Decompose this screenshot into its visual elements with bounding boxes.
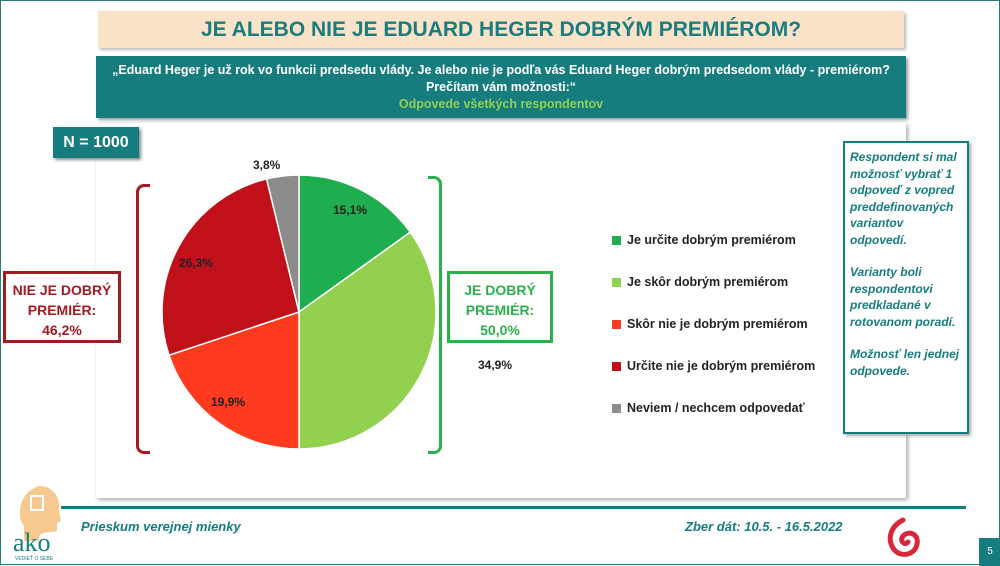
pie-slice <box>298 174 412 314</box>
pie-slice <box>161 177 300 357</box>
pie-slice <box>168 310 300 450</box>
question-box: „Eduard Heger je už rok vo funkcii preds… <box>96 56 906 118</box>
legend-swatch <box>612 277 621 287</box>
note-paragraph: Možnosť len jednej odpovede. <box>850 347 960 378</box>
note-paragraph: Varianty boli respondentovi predkladané … <box>850 265 956 329</box>
question-subtitle: Odpovede všetkých respondentov <box>398 97 604 111</box>
methodology-note: Respondent si mal možnosť vybrať 1 odpov… <box>843 141 969 434</box>
svg-text:ako: ako <box>13 528 51 557</box>
pie-slice-label: 19,9% <box>211 395 246 409</box>
svg-text:VEDIEŤ O SEBE: VEDIEŤ O SEBE <box>15 554 54 561</box>
legend-item: Je skôr dobrým premiérom <box>612 261 815 303</box>
chart-legend: Je určite dobrým premiérom Je skôr dobrým… <box>612 219 815 429</box>
negative-summary-line2: PREMIÉR: <box>27 302 97 318</box>
legend-swatch <box>612 361 621 371</box>
legend-item: Určite nie je dobrým premiérom <box>612 345 815 387</box>
positive-bracket <box>428 176 442 454</box>
question-line2: Prečítam vám možnosti:“ <box>425 80 577 94</box>
positive-summary-value: 50,0% <box>480 322 520 338</box>
legend-item: Neviem / nechcem odpovedať <box>612 387 815 429</box>
sample-size-badge: N = 1000 <box>53 127 139 158</box>
legend-swatch <box>612 235 621 245</box>
positive-summary-line2: PREMIÉR: <box>465 302 535 318</box>
negative-bracket <box>136 184 150 454</box>
page-title: JE ALEBO NIE JE EDUARD HEGER DOBRÝM PREM… <box>98 11 904 48</box>
pie-slice-label: 3,8% <box>253 158 281 172</box>
note-paragraph: Respondent si mal možnosť vybrať 1 odpov… <box>850 150 957 247</box>
legend-label: Je určite dobrým premiérom <box>627 233 796 247</box>
footer-date-range: Zber dát: 10.5. - 16.5.2022 <box>685 519 843 534</box>
question-line1: „Eduard Heger je už rok vo funkcii preds… <box>112 63 890 77</box>
pie-slice <box>298 231 437 450</box>
negative-summary-value: 46,2% <box>42 322 82 338</box>
positive-summary-line1: JE DOBRÝ <box>464 282 536 298</box>
legend-item: Skôr nie je dobrým premiérom <box>612 303 815 345</box>
pie-slice-label: 15,1% <box>333 203 368 217</box>
legend-label: Určite nie je dobrým premiérom <box>627 359 816 373</box>
legend-label: Skôr nie je dobrým premiérom <box>627 317 808 331</box>
legend-swatch <box>612 319 621 329</box>
pie-slice-label: 34,9% <box>478 358 513 372</box>
legend-label: Je skôr dobrým premiérom <box>627 275 789 289</box>
spiral-logo-icon <box>883 516 923 565</box>
positive-summary: JE DOBRÝ PREMIÉR: 50,0% <box>447 271 553 343</box>
legend-item: Je určite dobrým premiérom <box>612 219 815 261</box>
legend-swatch <box>612 403 621 413</box>
page-number: 5 <box>979 538 1000 566</box>
footer-divider <box>61 506 966 509</box>
pie-slice <box>265 174 300 313</box>
pie-slice-label: 26,3% <box>179 256 214 270</box>
ako-logo: ako VEDIEŤ O SEBE <box>9 481 69 566</box>
negative-summary: NIE JE DOBRÝ PREMIÉR: 46,2% <box>3 271 121 343</box>
legend-label: Neviem / nechcem odpovedať <box>627 401 805 415</box>
negative-summary-line1: NIE JE DOBRÝ <box>12 282 112 298</box>
footer-survey-label: Prieskum verejnej mienky <box>81 519 241 534</box>
